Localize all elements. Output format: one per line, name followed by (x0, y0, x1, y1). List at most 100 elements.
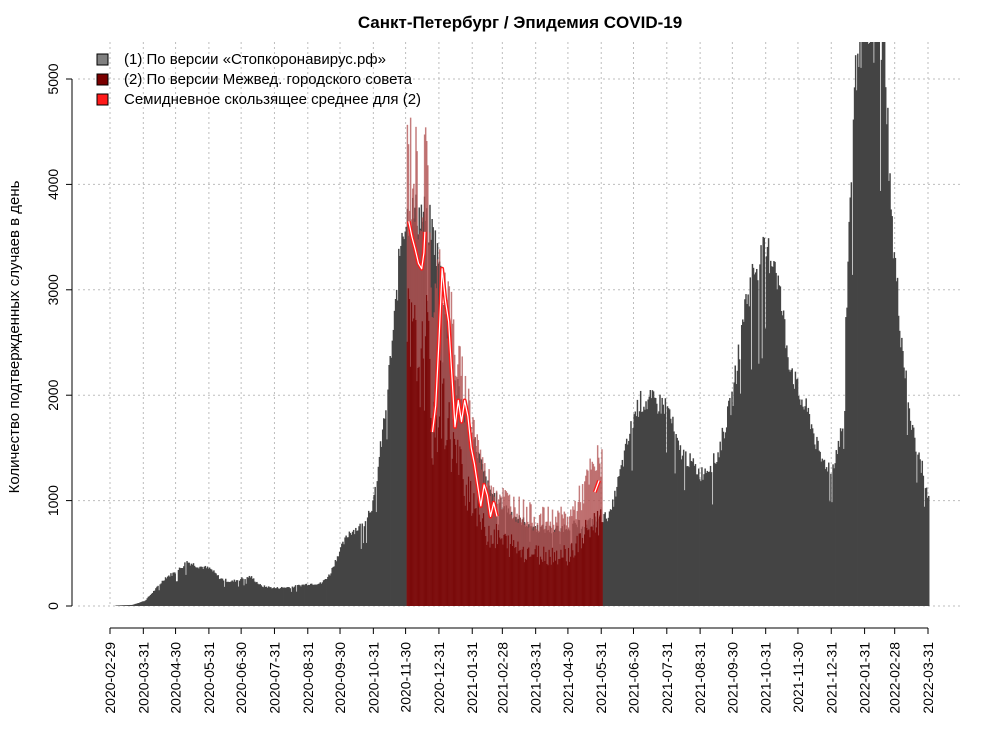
bar-series-1 (658, 411, 660, 606)
bar-series-2 (546, 563, 548, 606)
bar-series-2 (600, 509, 602, 606)
bar-series-1 (274, 588, 276, 606)
bar-series-1 (344, 537, 346, 606)
bar-series-1 (248, 575, 251, 606)
bar-series-1 (836, 454, 839, 606)
bar-series-1 (662, 404, 664, 606)
bar-series-2 (487, 541, 489, 606)
bar-series-1 (739, 393, 742, 606)
bar-series-1 (241, 577, 243, 606)
bar-series-2 (508, 556, 511, 606)
bar-series-2 (450, 472, 453, 606)
bar-series-1 (674, 473, 676, 606)
bar-series-1 (842, 428, 844, 606)
bar-series-1 (268, 586, 270, 606)
bar-series-1 (259, 583, 261, 606)
bar-series-2 (444, 449, 446, 606)
bar-series-1 (170, 573, 172, 606)
bar-series-1 (218, 579, 221, 606)
bar-series-1 (327, 576, 329, 606)
y-tick-label: 3000 (45, 274, 61, 305)
bar-series-2 (420, 348, 423, 606)
bar-series-2 (543, 546, 545, 606)
bar-series-1 (880, 59, 883, 607)
bar-series-1 (128, 605, 130, 606)
bar-series-1 (896, 277, 899, 606)
bar-series-1 (881, 42, 884, 606)
bar-series-1 (197, 567, 199, 606)
bar-series-1 (790, 369, 792, 606)
moving-average-line (406, 220, 601, 519)
x-tick-label: 2021-12-31 (823, 642, 839, 714)
bar-series-1 (247, 577, 250, 606)
bar-series-1 (844, 411, 846, 606)
bar-series-1 (697, 468, 700, 606)
bar-series-1 (722, 431, 725, 606)
bar-series-1 (769, 260, 772, 606)
bar-series-1 (383, 418, 385, 606)
bar-series-2 (496, 544, 499, 606)
bar-series-1 (352, 529, 355, 606)
bar-series-1 (164, 577, 167, 606)
bar-series-1 (696, 474, 699, 606)
bar-series-1 (154, 590, 156, 606)
bar-series-1 (893, 252, 896, 606)
bar-series-1 (607, 517, 610, 606)
bar-series-1 (800, 404, 802, 606)
bar-series-1 (882, 42, 885, 606)
bar-series-2 (507, 535, 510, 606)
bar-series-1 (703, 474, 705, 606)
bar-series-2 (453, 438, 456, 606)
bar-series-1 (806, 411, 809, 606)
bar-series-1 (854, 55, 857, 607)
x-tick-label: 2022-03-31 (920, 642, 936, 714)
bar-series-1 (724, 432, 727, 606)
x-tick-label: 2020-03-31 (135, 642, 151, 714)
bar-series-1 (316, 584, 318, 606)
bar-series-2 (524, 558, 527, 606)
bar-series-1 (749, 277, 752, 606)
bar-series-2 (571, 543, 573, 606)
bar-series-1 (760, 245, 762, 606)
bar-series-1 (235, 580, 238, 606)
bar-series-1 (812, 433, 815, 606)
bar-series-2-spike (525, 506, 528, 606)
bar-series-1 (192, 563, 195, 606)
bar-series-2 (442, 383, 444, 606)
x-tick-label: 2021-08-31 (692, 642, 708, 714)
bar-series-1 (915, 451, 917, 606)
bar-series-1 (336, 556, 339, 606)
bar-series-1 (362, 543, 365, 606)
bar-series-2 (430, 417, 432, 606)
bar-series-1 (825, 467, 828, 606)
bar-series-1 (220, 578, 223, 606)
bar-series-1 (830, 473, 832, 606)
bar-series-1 (710, 472, 713, 606)
bar-series-1 (194, 567, 197, 606)
bar-series-1 (142, 601, 144, 606)
bar-series-1 (236, 580, 239, 606)
bar-series-1 (622, 466, 625, 606)
bar-series-1 (135, 603, 138, 606)
bar-series-1 (298, 584, 300, 606)
bar-series-1 (146, 598, 149, 606)
bar-series-1 (263, 585, 266, 606)
bar-series-2-spike (508, 494, 511, 606)
bar-series-1 (731, 391, 733, 606)
bar-series-1 (864, 42, 867, 606)
bar-series-1 (286, 587, 288, 606)
bar-series-1 (853, 87, 856, 607)
bar-series-2 (445, 445, 447, 606)
bar-series-1 (225, 578, 227, 606)
bar-series-1 (340, 547, 342, 606)
bar-series-1 (783, 319, 786, 606)
bar-series-1 (370, 512, 372, 606)
bar-series-2 (587, 530, 589, 606)
bar-series-1 (255, 582, 257, 606)
bar-series-2 (521, 549, 524, 606)
bar-series-1 (671, 423, 673, 606)
bar-series-2-spike (598, 457, 600, 606)
bar-series-1 (283, 587, 285, 606)
bar-series-1 (829, 501, 831, 606)
bar-series-1 (273, 587, 275, 606)
